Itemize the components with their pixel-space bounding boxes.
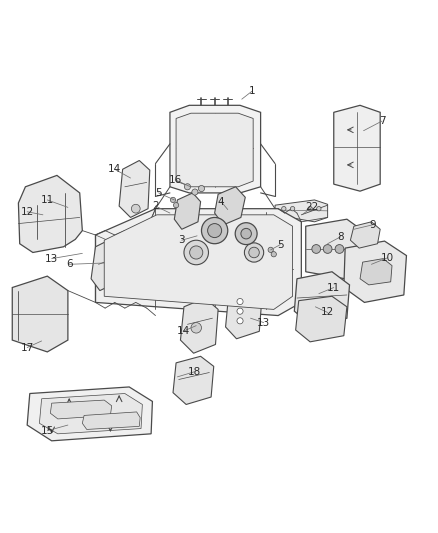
Circle shape: [208, 223, 222, 238]
Circle shape: [335, 245, 344, 253]
Polygon shape: [226, 287, 262, 339]
Circle shape: [312, 245, 321, 253]
Polygon shape: [275, 200, 328, 222]
Text: 11: 11: [41, 195, 54, 205]
Polygon shape: [294, 272, 350, 326]
Text: 13: 13: [45, 254, 58, 264]
Circle shape: [237, 308, 243, 314]
Polygon shape: [306, 219, 363, 279]
Polygon shape: [91, 238, 122, 290]
Text: 14: 14: [177, 326, 190, 336]
Text: 12: 12: [321, 308, 334, 318]
Text: 3: 3: [178, 235, 185, 245]
Text: 11: 11: [327, 282, 340, 293]
Polygon shape: [27, 387, 152, 441]
Polygon shape: [360, 259, 392, 285]
Circle shape: [235, 223, 257, 245]
Text: 12: 12: [21, 207, 34, 217]
Text: 17: 17: [21, 343, 34, 352]
Circle shape: [249, 247, 259, 258]
Circle shape: [201, 217, 228, 244]
Text: 16: 16: [169, 175, 182, 185]
Polygon shape: [173, 356, 214, 405]
Circle shape: [271, 252, 276, 257]
Circle shape: [241, 229, 251, 239]
Text: 14: 14: [108, 164, 121, 174]
Text: 8: 8: [337, 232, 344, 242]
Circle shape: [290, 206, 295, 211]
Polygon shape: [12, 276, 68, 352]
Circle shape: [323, 245, 332, 253]
Circle shape: [184, 184, 191, 190]
Polygon shape: [39, 393, 142, 434]
Circle shape: [131, 204, 140, 213]
Polygon shape: [180, 298, 218, 353]
Circle shape: [244, 243, 264, 262]
Polygon shape: [296, 296, 347, 342]
Polygon shape: [18, 175, 82, 253]
Text: 4: 4: [218, 197, 225, 207]
Text: 10: 10: [381, 253, 394, 263]
Polygon shape: [104, 215, 293, 310]
Circle shape: [198, 185, 205, 191]
Circle shape: [268, 247, 273, 253]
Text: 2: 2: [152, 201, 159, 211]
Circle shape: [191, 322, 201, 333]
Polygon shape: [50, 400, 112, 419]
Text: 5: 5: [277, 240, 284, 249]
Circle shape: [282, 206, 286, 211]
Polygon shape: [176, 113, 253, 187]
Polygon shape: [170, 106, 261, 193]
Circle shape: [308, 206, 312, 211]
Text: 22: 22: [305, 203, 318, 212]
Polygon shape: [215, 187, 245, 225]
Circle shape: [237, 318, 243, 324]
Circle shape: [237, 298, 243, 304]
Circle shape: [190, 246, 203, 259]
Circle shape: [192, 189, 198, 195]
Polygon shape: [334, 106, 380, 191]
Polygon shape: [82, 412, 140, 430]
Text: 15: 15: [41, 426, 54, 436]
Text: 7: 7: [378, 116, 385, 126]
Text: 18: 18: [188, 367, 201, 377]
Polygon shape: [174, 193, 201, 229]
Circle shape: [317, 206, 321, 211]
Circle shape: [184, 240, 208, 265]
Text: 1: 1: [248, 86, 255, 96]
Polygon shape: [95, 209, 301, 316]
Circle shape: [170, 197, 176, 203]
Polygon shape: [344, 241, 406, 302]
Text: 6: 6: [66, 260, 73, 269]
Circle shape: [173, 203, 179, 208]
Polygon shape: [119, 160, 150, 217]
Text: 5: 5: [155, 188, 162, 198]
Text: 9: 9: [369, 220, 376, 230]
Text: 13: 13: [257, 318, 270, 328]
Polygon shape: [350, 222, 380, 248]
